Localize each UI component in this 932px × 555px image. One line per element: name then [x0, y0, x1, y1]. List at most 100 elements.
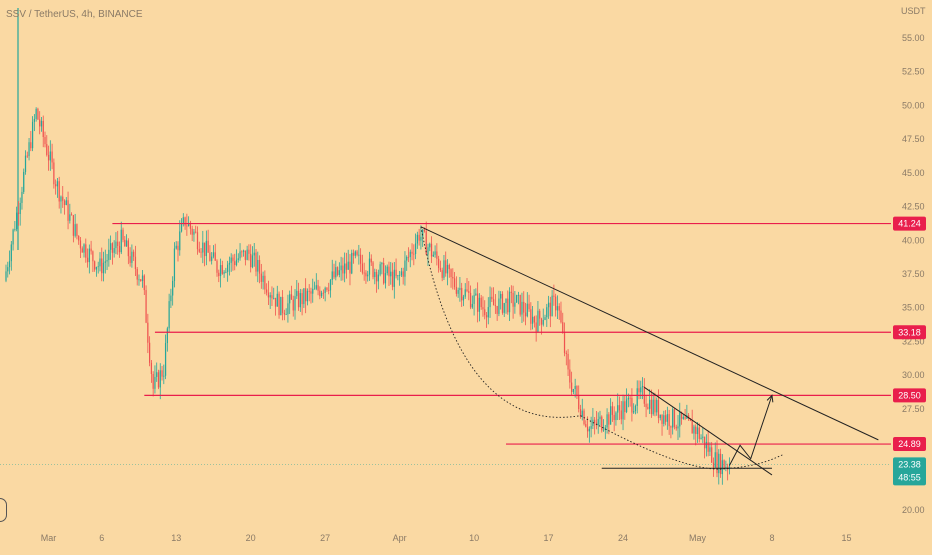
chart-scroll-handle-icon[interactable] [0, 498, 7, 522]
candle-body [445, 260, 447, 274]
candle-body [198, 249, 200, 252]
candle-body [211, 256, 213, 261]
price-axis[interactable]: USDT 55.00 52.50 50.00 47.50 45.00 42.50 40.00… [901, 6, 926, 515]
candle-body [218, 272, 220, 277]
candle-body [475, 293, 477, 296]
candle-body [677, 426, 679, 429]
candle-body [83, 244, 85, 253]
candle-body [299, 293, 301, 308]
candle-body [462, 296, 465, 301]
candle-body [232, 257, 234, 262]
candle-body [514, 302, 516, 307]
candle-body [344, 263, 346, 274]
candle-body [310, 291, 312, 294]
candle-body [271, 295, 273, 299]
candle-body [322, 292, 325, 294]
candle-body [682, 417, 684, 419]
candle-body [705, 441, 707, 449]
candle-body [452, 276, 454, 279]
candle-body [26, 155, 28, 157]
candle-body [166, 328, 168, 344]
candle-body [223, 271, 225, 274]
candle-body [331, 271, 333, 280]
candle-body [551, 295, 553, 317]
time-tick-label: 17 [544, 533, 554, 543]
candle-body [443, 260, 445, 278]
projection-path [728, 395, 773, 466]
candle-body [544, 317, 546, 320]
candle-body [386, 266, 388, 274]
level-price-badge [893, 216, 926, 231]
candle-body [663, 415, 665, 424]
candle-body [523, 301, 525, 313]
candle-body [239, 251, 241, 259]
candle-body [416, 234, 418, 244]
candle-body [411, 251, 413, 254]
candle-body [390, 271, 392, 277]
candle-body [592, 419, 594, 427]
time-tick-label: 20 [246, 533, 256, 543]
candle-body [285, 314, 287, 316]
candle-body [92, 251, 94, 262]
candle-body [12, 229, 14, 245]
candle-body [617, 405, 619, 413]
candle-body [500, 293, 502, 299]
price-tick-label: 50.00 [902, 100, 925, 110]
candle-body [143, 275, 145, 291]
candle-body [122, 229, 124, 240]
candle-body [320, 292, 323, 297]
candle-body [273, 297, 275, 299]
candle-body [17, 212, 20, 215]
candle-body [503, 303, 505, 313]
candle-body [375, 271, 378, 282]
trendline [644, 386, 773, 476]
candle-body [200, 251, 202, 253]
candle-body [647, 407, 649, 409]
candle-body [141, 275, 144, 282]
candle-body [10, 244, 12, 262]
candle-body [638, 388, 640, 393]
candle-body [234, 261, 236, 266]
candle-body [138, 279, 140, 281]
candle-body [248, 249, 250, 254]
candle-body [290, 294, 293, 300]
candle-body [459, 287, 461, 290]
candle-body [133, 251, 135, 257]
candle-body [308, 290, 310, 292]
candle-body [507, 298, 509, 313]
currency-label: USDT [901, 6, 926, 16]
candle-body [688, 415, 690, 419]
candle-body [448, 264, 450, 270]
candle-body [721, 460, 723, 475]
candle-body [177, 245, 179, 251]
candle-body [510, 291, 512, 293]
candle-body [358, 254, 360, 256]
candle-body [42, 120, 44, 137]
candle-body [19, 202, 21, 215]
price-tick-label: 45.00 [902, 168, 925, 178]
candle-body [188, 222, 190, 226]
time-tick-label: Mar [41, 533, 57, 543]
candle-body [203, 242, 206, 257]
candle-body [124, 239, 126, 247]
time-axis[interactable]: Mar 6 13 20 27 Apr 10 17 24 May 8 15 [41, 533, 852, 543]
price-badges: 41.24 33.18 28.50 24.89 23.38 48:55 [893, 216, 926, 486]
candle-body [469, 292, 472, 308]
candle-body [216, 260, 218, 273]
candle-body [579, 409, 582, 417]
candle-body [86, 257, 89, 263]
candle-body [140, 279, 142, 282]
candle-body [679, 411, 681, 427]
candle-body [498, 298, 500, 314]
candle-body [280, 296, 282, 316]
candle-body [150, 362, 153, 374]
candle-body [342, 265, 344, 274]
candle-body [466, 289, 468, 292]
candle-body [625, 399, 628, 413]
candle-body [207, 240, 209, 253]
candle-body [356, 251, 358, 255]
level-price-badge [893, 388, 926, 403]
candle-body [230, 257, 232, 263]
